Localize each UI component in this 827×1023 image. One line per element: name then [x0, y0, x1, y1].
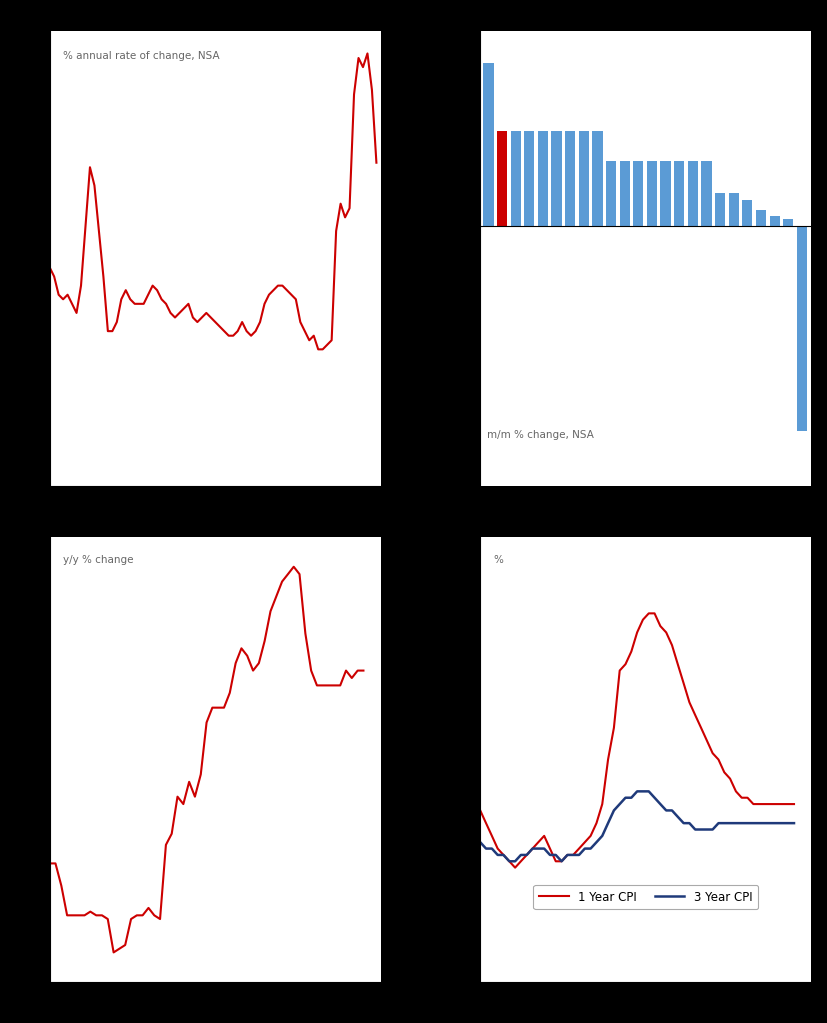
Line: 1 Year CPI: 1 Year CPI: [480, 614, 793, 868]
1 Year CPI: [515, 855, 525, 868]
Bar: [510, 132, 520, 226]
Bar: [591, 132, 602, 226]
Text: y/y % change: y/y % change: [63, 554, 133, 565]
Bar: [687, 161, 697, 226]
3 Year CPI: [788, 817, 798, 830]
Bar: [782, 219, 792, 226]
3 Year CPI: [631, 786, 641, 798]
1 Year CPI: [509, 861, 519, 874]
3 Year CPI: [538, 843, 548, 855]
1 Year CPI: [596, 798, 606, 810]
Title: ECB's Indicator of
Negotiated Wage Rates: ECB's Indicator of Negotiated Wage Rates: [113, 0, 317, 26]
1 Year CPI: [643, 608, 653, 620]
Bar: [755, 210, 765, 226]
Bar: [578, 132, 588, 226]
Title: Comparing Eurozone Core CPI
for All Months of August: Comparing Eurozone Core CPI for All Mont…: [518, 0, 772, 26]
1 Year CPI: [765, 798, 775, 810]
Bar: [660, 161, 670, 226]
Bar: [741, 199, 752, 226]
Text: % annual rate of change, NSA: % annual rate of change, NSA: [63, 51, 219, 61]
Bar: [768, 216, 779, 226]
3 Year CPI: [515, 849, 525, 861]
3 Year CPI: [475, 836, 485, 848]
Title: Still Hot Eurozone Services Inflation: Still Hot Eurozone Services Inflation: [60, 517, 370, 532]
1 Year CPI: [538, 830, 548, 842]
Bar: [700, 161, 710, 226]
Bar: [564, 132, 575, 226]
Bar: [715, 193, 724, 226]
3 Year CPI: [596, 830, 606, 842]
Text: %: %: [493, 554, 503, 565]
Bar: [646, 161, 657, 226]
Text: m/m % change, NSA: m/m % change, NSA: [486, 431, 593, 440]
Bar: [496, 132, 507, 226]
Bar: [619, 161, 629, 226]
Bar: [796, 226, 806, 431]
Line: 3 Year CPI: 3 Year CPI: [480, 792, 793, 861]
Bar: [551, 132, 561, 226]
Title: ECB Measure of Inflation Expectations: ECB Measure of Inflation Expectations: [481, 517, 809, 532]
Bar: [523, 132, 533, 226]
3 Year CPI: [765, 817, 775, 830]
Text: Sources: Scotiabank Economics, Eurostat.: Sources: Scotiabank Economics, Eurostat.: [480, 545, 684, 555]
1 Year CPI: [475, 804, 485, 816]
Bar: [673, 161, 684, 226]
Legend: 1 Year CPI, 3 Year CPI: 1 Year CPI, 3 Year CPI: [533, 885, 758, 909]
1 Year CPI: [782, 798, 792, 810]
3 Year CPI: [556, 855, 566, 868]
1 Year CPI: [556, 855, 566, 868]
Bar: [538, 132, 547, 226]
3 Year CPI: [782, 817, 792, 830]
Bar: [633, 161, 643, 226]
Bar: [728, 193, 738, 226]
Text: Sources: Scotiabank Economics, European Central
Bank (ECB).: Sources: Scotiabank Economics, European …: [50, 545, 295, 567]
1 Year CPI: [788, 798, 798, 810]
Bar: [605, 161, 615, 226]
3 Year CPI: [504, 855, 514, 868]
Bar: [483, 63, 493, 226]
